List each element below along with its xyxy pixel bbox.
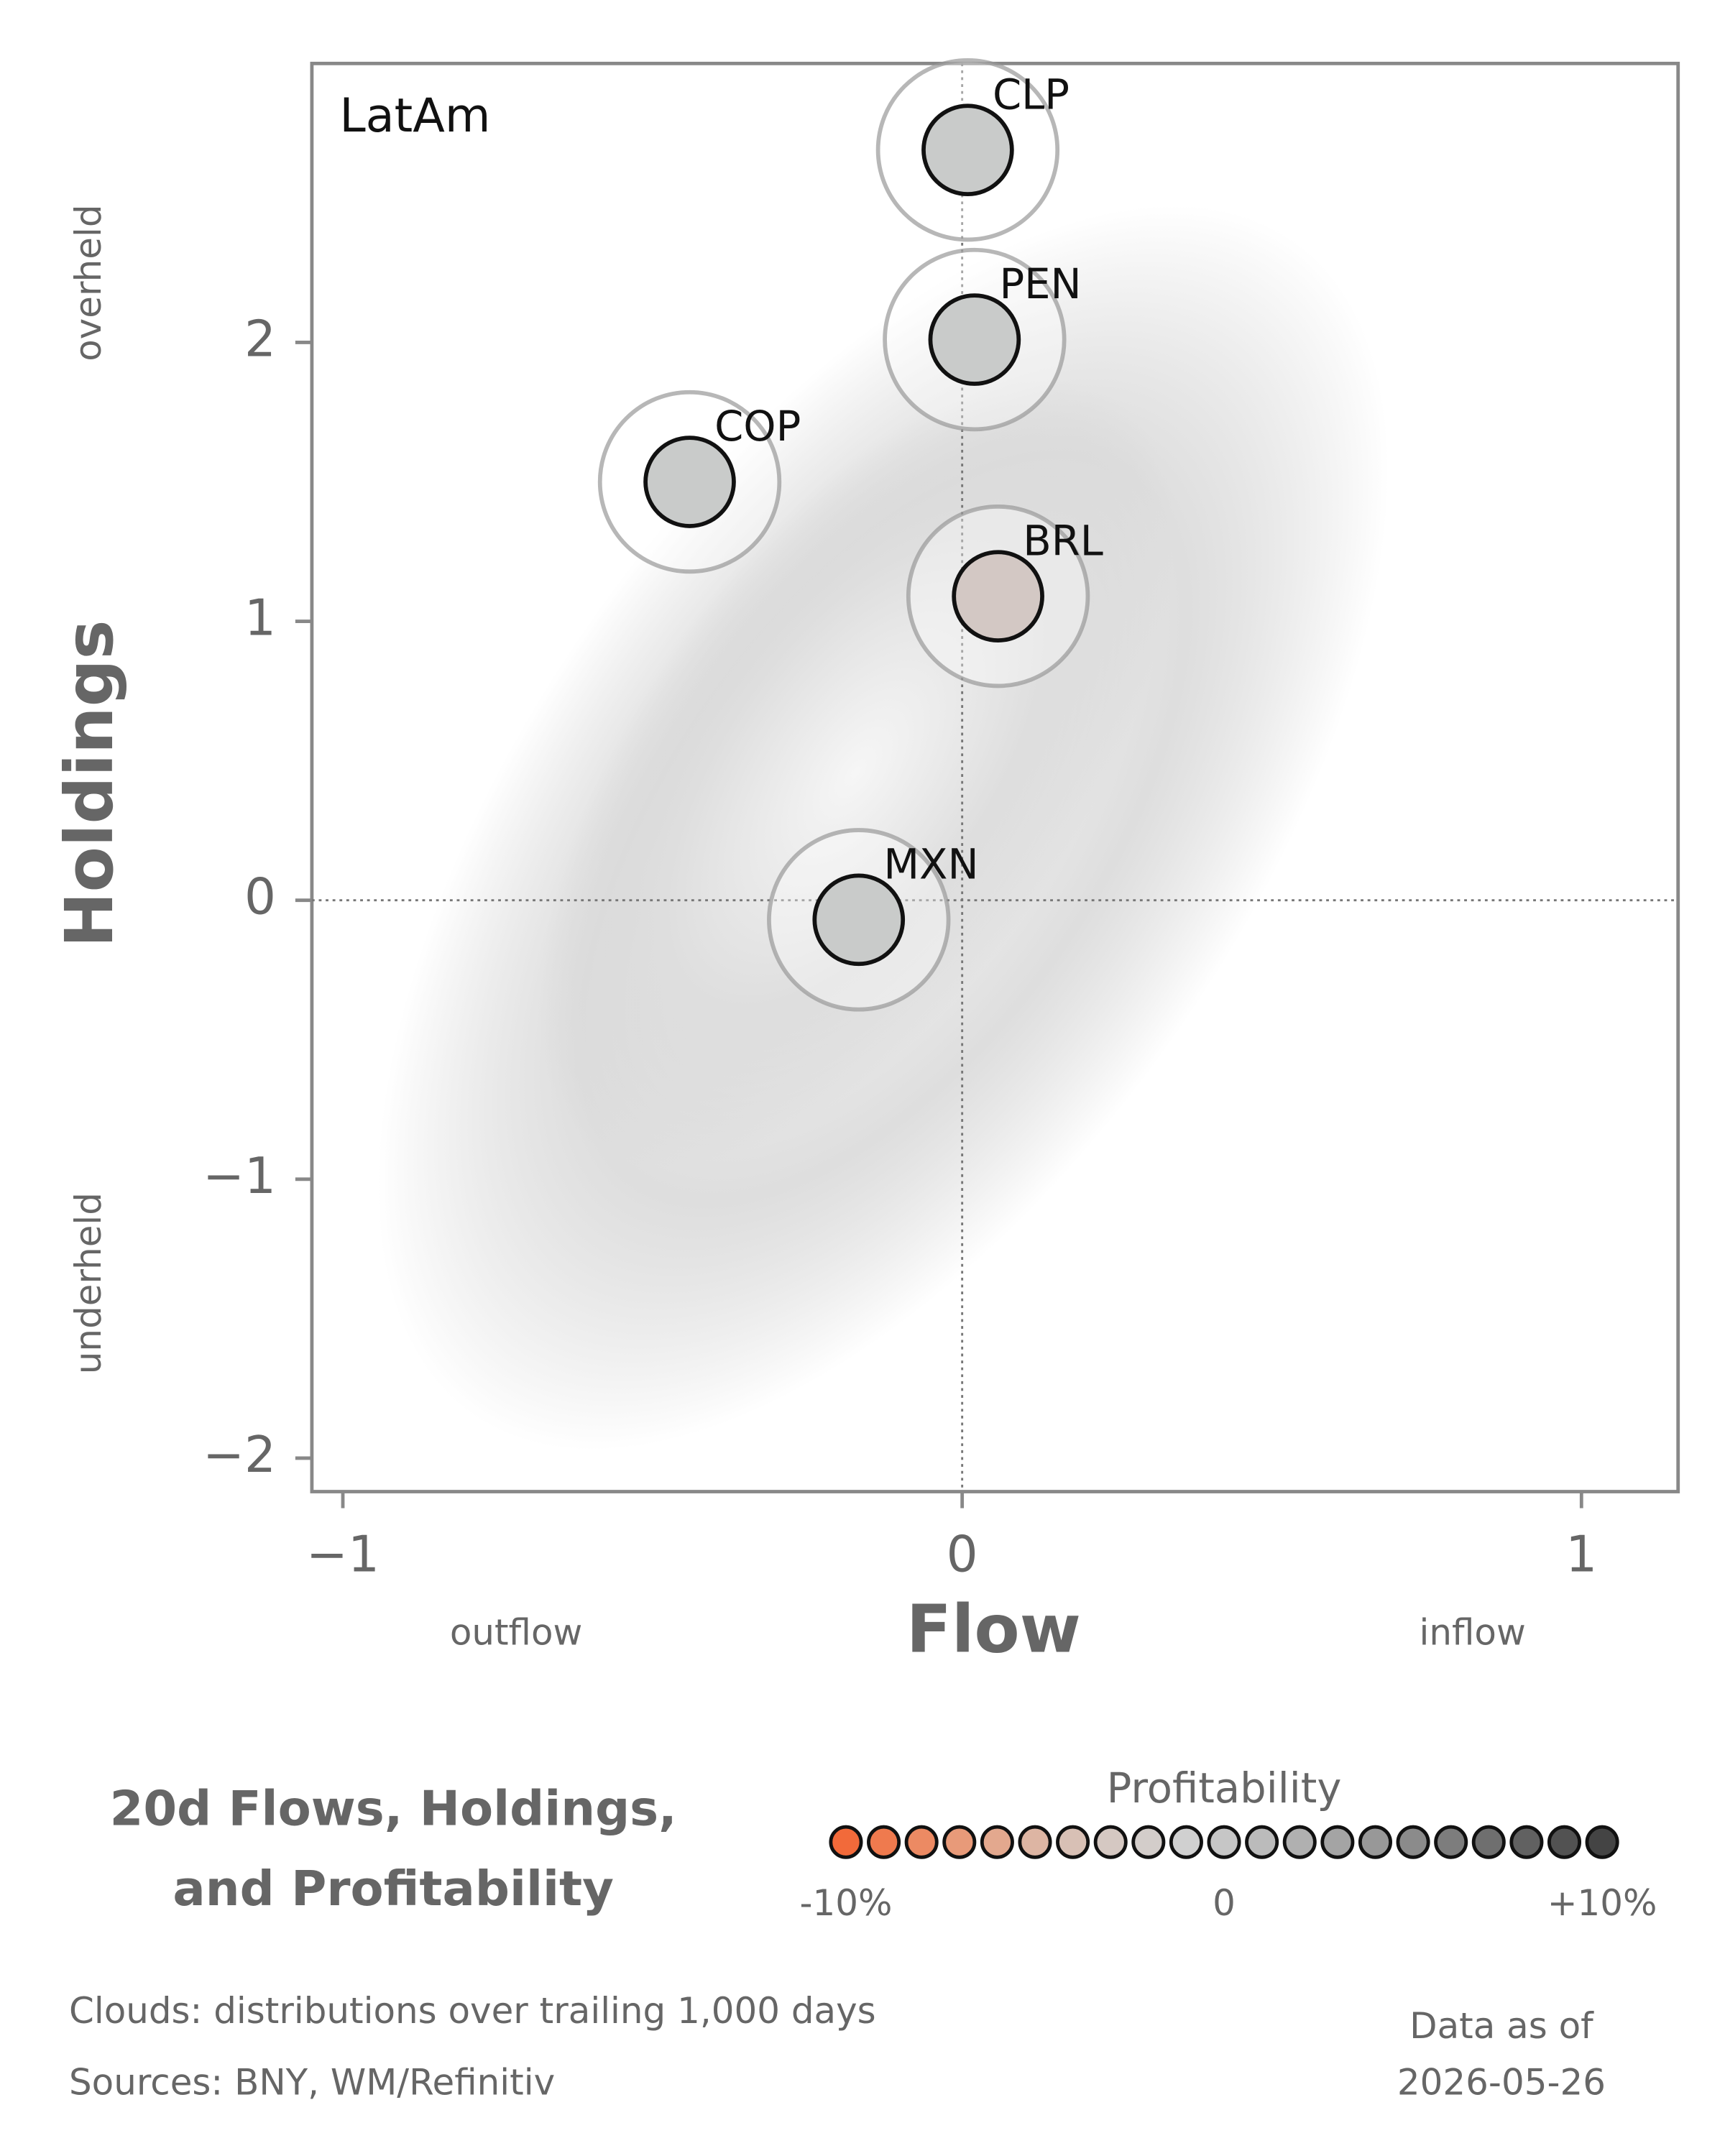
- as-of-date: 2026-05-26: [1397, 2062, 1606, 2104]
- point: [921, 103, 1014, 196]
- colorbar-swatch: [1169, 1825, 1203, 1859]
- point: [643, 436, 736, 528]
- colorbar-swatch: [867, 1825, 901, 1859]
- colorbar-swatch: [980, 1825, 1014, 1859]
- point: [812, 873, 906, 967]
- point: [952, 550, 1044, 642]
- colorbar-swatch: [1471, 1825, 1506, 1859]
- panel-label: LatAm: [339, 88, 490, 143]
- colorbar-swatch: [1131, 1825, 1166, 1859]
- colorbar-swatch: [1056, 1825, 1090, 1859]
- x-low-label: outflow: [450, 1612, 583, 1654]
- title-block: 20d Flows, Holdings, and Profitability: [110, 1781, 677, 1917]
- y-low-label: underheld: [68, 1192, 109, 1374]
- colorbar-swatch: [942, 1825, 977, 1859]
- point-label: COP: [714, 402, 801, 451]
- x-high-label: inflow: [1419, 1612, 1525, 1654]
- x-axis-label: Flow: [906, 1590, 1081, 1668]
- point-label: BRL: [1023, 517, 1103, 565]
- colorbar-title: Profitability: [1107, 1764, 1342, 1812]
- point-label: MXN: [883, 841, 978, 889]
- colorbar-swatch: [904, 1825, 939, 1859]
- chart-title: 20d Flows, Holdings,: [110, 1781, 677, 1837]
- chart-title: and Profitability: [172, 1861, 614, 1917]
- density-cloud: [377, 205, 1389, 1451]
- point-label: CLP: [993, 70, 1070, 119]
- x-tick-label: 0: [947, 1526, 978, 1584]
- colorbar-swatch: [1245, 1825, 1279, 1859]
- y-tick-label: 0: [244, 869, 276, 926]
- colorbar-swatch: [1547, 1825, 1582, 1859]
- y-tick-label: −1: [203, 1148, 276, 1205]
- colorbar-swatch: [1018, 1825, 1052, 1859]
- y-tick-label: −2: [203, 1427, 276, 1484]
- x-tick-label: 1: [1565, 1526, 1597, 1584]
- colorbar-swatch: [829, 1825, 863, 1859]
- colorbar-tick-label: +10%: [1547, 1882, 1657, 1924]
- colorbar-swatch: [1585, 1825, 1619, 1859]
- colorbar-swatch: [1434, 1825, 1468, 1859]
- colorbar-swatch: [1509, 1825, 1544, 1859]
- as-of-label: Data as of: [1409, 2005, 1594, 2047]
- x-tick-label: −1: [306, 1526, 380, 1584]
- footnote: Sources: BNY, WM/Refinitiv: [69, 2062, 555, 2104]
- colorbar-swatch: [1282, 1825, 1317, 1859]
- colorbar-swatch: [1358, 1825, 1392, 1859]
- footnote: Clouds: distributions over trailing 1,00…: [69, 1990, 876, 2032]
- point: [928, 293, 1021, 386]
- y-axis-label: Holdings: [50, 620, 128, 948]
- colorbar-swatch: [1396, 1825, 1430, 1859]
- y-tick-label: 2: [244, 310, 276, 368]
- colorbar-swatch: [1207, 1825, 1241, 1859]
- colorbar-swatch: [1093, 1825, 1128, 1859]
- point-label: PEN: [999, 260, 1081, 308]
- colorbar-tick-label: 0: [1213, 1882, 1236, 1924]
- colorbar-swatch: [1320, 1825, 1355, 1859]
- y-tick-label: 1: [244, 590, 276, 648]
- y-high-label: overheld: [68, 204, 109, 361]
- colorbar-tick-label: -10%: [799, 1882, 892, 1924]
